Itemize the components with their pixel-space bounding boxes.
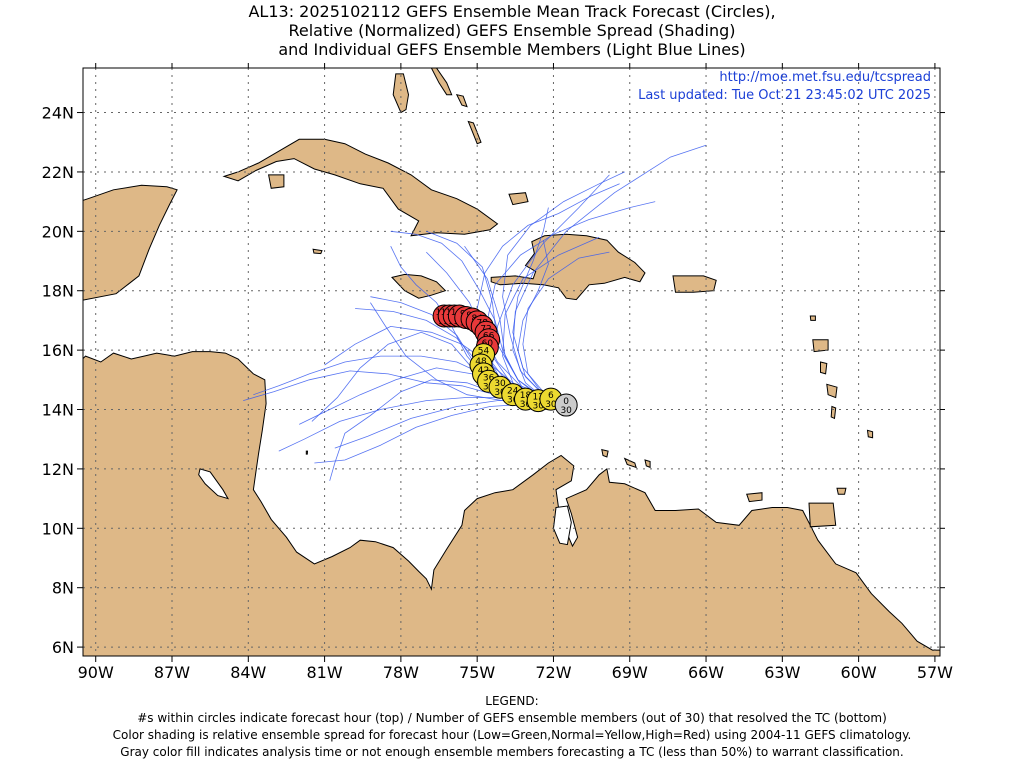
x-tick-label: 60W xyxy=(841,663,877,682)
land-dominica xyxy=(820,361,828,375)
land-trinidad xyxy=(808,502,837,528)
land-puerto-rico xyxy=(672,275,717,293)
y-tick-label: 14N xyxy=(42,401,74,420)
land-aruba xyxy=(601,448,609,458)
land-tobago xyxy=(836,487,847,495)
forecast-hour-label: 24 xyxy=(507,387,519,397)
land-central-america-mexico xyxy=(83,351,940,656)
land-curacao xyxy=(623,457,637,469)
y-tick-label: 6N xyxy=(52,638,74,657)
mean-track-circle[interactable]: 030 xyxy=(554,393,578,417)
forecast-hour-label: 42 xyxy=(478,366,489,376)
land-inagua xyxy=(508,192,529,206)
land-jamaica xyxy=(391,273,447,299)
axis-ticks: 90W 87W 84W 81W 78W 75W 72W 69W 66W 63W 60W 57W 6N 8N… xyxy=(42,63,953,682)
land-guadeloupe xyxy=(812,339,829,353)
land-isle-of-youth xyxy=(267,174,285,189)
land-cat-island xyxy=(455,93,468,108)
chart-title: AL13: 2025102112 GEFS Ensemble Mean Trac… xyxy=(0,2,1024,59)
land-martinique xyxy=(826,383,838,399)
land-barbados xyxy=(866,429,874,439)
legend-line-1: #s within circles indicate forecast hour… xyxy=(137,711,887,725)
x-tick-label: 81W xyxy=(306,663,342,682)
member-count-label: 30 xyxy=(494,388,506,398)
member-count-label: 30 xyxy=(507,396,519,406)
land-andros xyxy=(392,73,410,114)
title-line-3: and Individual GEFS Ensemble Members (Li… xyxy=(278,40,746,59)
y-tick-label: 18N xyxy=(42,282,74,301)
forecast-hour-label: 0 xyxy=(563,397,569,407)
title-line-1: AL13: 2025102112 GEFS Ensemble Mean Trac… xyxy=(248,2,776,21)
x-tick-label: 87W xyxy=(154,663,190,682)
land-st-lucia xyxy=(830,405,837,420)
forecast-hour-label: 12 xyxy=(532,393,543,403)
y-tick-label: 12N xyxy=(42,460,74,479)
legend-heading: LEGEND: xyxy=(485,694,539,708)
member-track-line xyxy=(512,207,564,404)
forecast-hour-label: 54 xyxy=(478,347,490,357)
forecast-hour-label: 18 xyxy=(520,391,532,401)
x-tick-label: 57W xyxy=(917,663,953,682)
member-count-label: 30 xyxy=(532,402,544,412)
member-count-label: 30 xyxy=(560,406,572,416)
x-tick-label: 63W xyxy=(764,663,800,682)
y-tick-label: 16N xyxy=(42,341,74,360)
land-grand-cayman xyxy=(312,248,323,255)
y-tick-label: 20N xyxy=(42,222,74,241)
land-masses xyxy=(83,68,940,656)
legend-line-2: Color shading is relative ensemble sprea… xyxy=(112,728,912,742)
land-margarita xyxy=(746,492,763,503)
y-tick-label: 8N xyxy=(52,579,74,598)
x-tick-label: 78W xyxy=(383,663,419,682)
source-url[interactable]: http://moe.met.fsu.edu/tcspread xyxy=(719,70,931,85)
land-san-andres xyxy=(305,450,309,455)
mean-track-marker xyxy=(554,393,578,417)
last-updated: Last updated: Tue Oct 21 23:45:02 UTC 20… xyxy=(638,88,931,103)
member-count-label: 30 xyxy=(545,400,557,410)
y-tick-label: 10N xyxy=(42,519,74,538)
x-tick-label: 72W xyxy=(535,663,571,682)
x-tick-label: 90W xyxy=(78,663,114,682)
title-line-2: Relative (Normalized) GEFS Ensemble Spre… xyxy=(288,21,736,40)
land-bonaire xyxy=(644,459,651,469)
map-frame xyxy=(82,67,941,657)
land-hispaniola xyxy=(490,233,646,301)
forecast-hour-label: 36 xyxy=(483,373,495,383)
forecast-hour-label: 6 xyxy=(548,391,554,401)
x-tick-label: 84W xyxy=(230,663,266,682)
land-antigua xyxy=(809,315,816,321)
x-tick-label: 66W xyxy=(688,663,724,682)
lake-nicaragua xyxy=(198,468,230,500)
land-cuba xyxy=(222,138,499,237)
y-tick-label: 24N xyxy=(42,104,74,123)
land-long-island xyxy=(467,120,482,145)
x-tick-label: 69W xyxy=(612,663,648,682)
land-eleuthera xyxy=(430,68,453,96)
ensemble-mean-track: 1203011430108301023096309030843078307230… xyxy=(432,304,578,417)
graticule xyxy=(83,68,940,656)
legend: LEGEND: #s within circles indicate forec… xyxy=(0,693,1024,761)
member-count-label: 30 xyxy=(520,400,532,410)
x-tick-label: 75W xyxy=(459,663,495,682)
forecast-hour-label: 30 xyxy=(494,379,506,389)
y-tick-label: 22N xyxy=(42,163,74,182)
forecast-hour-label: 48 xyxy=(475,357,487,367)
legend-line-3: Gray color fill indicates analysis time … xyxy=(120,745,904,759)
